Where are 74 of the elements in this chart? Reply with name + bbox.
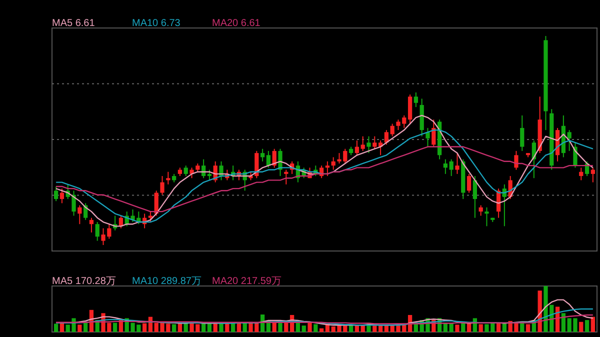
candlestick — [408, 94, 412, 124]
candlestick — [579, 167, 584, 181]
bar — [502, 323, 507, 332]
bar — [84, 322, 88, 332]
text: MA5 6.61 — [52, 18, 96, 29]
bar — [54, 324, 58, 332]
bar — [278, 322, 282, 332]
candlestick — [520, 114, 524, 152]
candlestick — [166, 171, 170, 185]
bar — [272, 322, 276, 332]
bar — [579, 322, 584, 332]
candlestick — [484, 206, 489, 227]
bar — [302, 326, 306, 332]
candlestick — [354, 140, 360, 156]
candlestick — [160, 176, 164, 196]
bar — [201, 323, 206, 332]
bar — [142, 323, 147, 332]
candlestick — [449, 158, 454, 177]
bar — [455, 324, 460, 332]
bar — [526, 324, 530, 332]
bar — [372, 326, 377, 332]
candlestick — [331, 156, 336, 170]
candlestick — [184, 165, 188, 177]
candlestick — [472, 176, 478, 218]
bar — [78, 324, 82, 332]
bar — [384, 326, 389, 332]
candlestick — [567, 130, 572, 152]
candlestick — [325, 160, 330, 177]
candlestick — [466, 173, 472, 194]
text: MA10 289.87万 — [132, 276, 202, 287]
text: MA5 170.28万 — [52, 276, 116, 287]
candlestick — [478, 204, 483, 216]
bar — [172, 324, 176, 332]
candlestick — [384, 130, 389, 146]
candlestick — [207, 169, 212, 181]
bar — [112, 322, 118, 332]
candlestick — [414, 92, 418, 108]
candlestick — [443, 158, 448, 174]
bar — [561, 313, 566, 332]
bar — [360, 326, 365, 332]
candlestick — [148, 211, 153, 223]
bar — [449, 323, 454, 332]
candlestick — [360, 136, 365, 152]
candlestick — [54, 186, 58, 202]
bar — [584, 320, 590, 332]
candlestick — [366, 136, 371, 154]
bar — [308, 322, 312, 332]
bar — [319, 328, 324, 332]
bar — [496, 323, 501, 332]
bar — [590, 316, 595, 332]
candlestick — [260, 148, 265, 162]
candlestick — [278, 148, 282, 177]
bar — [378, 326, 383, 332]
candlestick — [390, 123, 394, 137]
candlestick — [219, 160, 224, 181]
bar — [314, 324, 318, 332]
candlestick — [284, 169, 288, 185]
candlestick — [89, 217, 94, 233]
bar — [478, 324, 483, 332]
text: MA20 6.61 — [212, 18, 261, 29]
candlestick — [95, 222, 100, 242]
text: MA20 217.59万 — [212, 276, 282, 287]
bar — [242, 323, 247, 332]
bar — [60, 323, 64, 332]
candlestick — [78, 204, 82, 225]
candlestick — [426, 127, 430, 148]
candlestick — [455, 152, 460, 174]
candlestick — [266, 150, 271, 168]
candlestick — [590, 167, 595, 183]
text: MA10 6.73 — [132, 18, 181, 29]
candlestick — [60, 188, 64, 204]
candlestick — [372, 136, 377, 150]
candlestick — [514, 150, 518, 170]
bar — [354, 326, 360, 332]
